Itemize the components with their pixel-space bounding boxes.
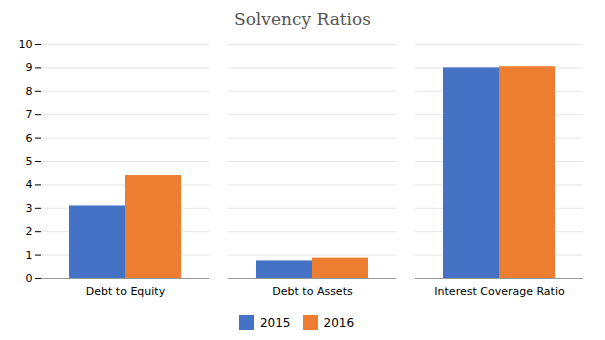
svg-text:2: 2 [26,225,33,238]
svg-text:Debt to Assets: Debt to Assets [272,285,353,298]
svg-text:5: 5 [26,155,33,168]
html-text:2016: 2016 [323,315,354,330]
svg-text:7: 7 [26,108,33,121]
svg-text:4: 4 [26,178,33,191]
svg-text:9: 9 [26,61,33,74]
svg-text:6: 6 [26,132,33,145]
svg-text:Interest Coverage Ratio: Interest Coverage Ratio [434,285,565,298]
html-text:2015: 2015 [260,315,291,330]
svg-text:1: 1 [26,249,33,262]
svg-text:0: 0 [26,272,33,285]
svg-text:3: 3 [26,202,33,215]
svg-text:10: 10 [19,38,33,51]
html-text:Solvency Ratios: Solvency Ratios [234,9,371,29]
svg-text:8: 8 [26,85,33,98]
svg-text:Debt to Equity: Debt to Equity [86,285,166,298]
